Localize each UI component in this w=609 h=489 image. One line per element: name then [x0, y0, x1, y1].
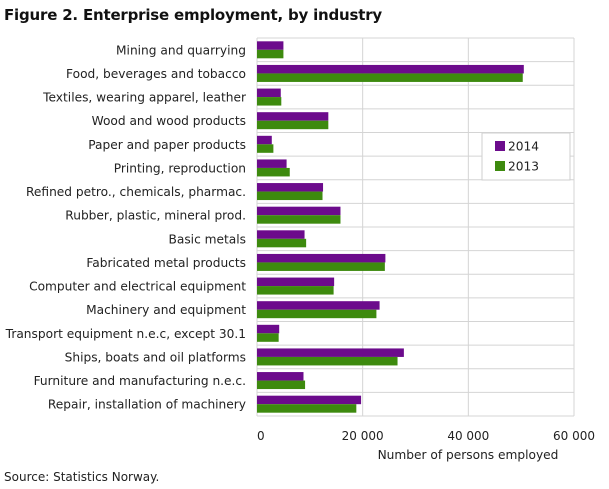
bar-2014 — [257, 372, 304, 381]
category-label: Machinery and equipment — [86, 303, 246, 317]
category-label: Furniture and manufacturing n.e.c. — [34, 374, 246, 388]
bar-2013 — [257, 167, 290, 177]
category-label: Paper and paper products — [88, 138, 246, 152]
legend-swatch — [495, 161, 505, 171]
bar-2013 — [257, 120, 329, 130]
bar-2013 — [257, 73, 523, 82]
x-axis: 0 20 000 40 000 60 000 Number of persons emp… — [257, 429, 595, 462]
grid-lines — [256, 37, 575, 417]
bar-2014 — [257, 183, 324, 192]
source-note: Source: Statistics Norway. — [4, 470, 160, 484]
legend-label: 2013 — [508, 160, 539, 174]
bar-2013 — [257, 191, 323, 201]
bar-2014 — [257, 395, 362, 405]
bar-2013 — [257, 262, 385, 271]
category-label: Computer and electrical equipment — [29, 280, 246, 294]
bar-2013 — [257, 380, 306, 390]
legend-label: 2014 — [508, 140, 539, 154]
legend-box — [481, 132, 571, 181]
category-label: Wood and wood products — [92, 114, 246, 128]
bar-2014 — [257, 348, 404, 357]
category-label: Fabricated metal products — [86, 256, 246, 270]
bar-2013 — [257, 333, 279, 342]
bar-2014 — [257, 135, 272, 145]
category-label: Repair, installation of machinery — [48, 398, 246, 412]
bar-2014 — [257, 277, 335, 287]
bar-2014 — [257, 206, 341, 216]
bar-2013 — [257, 404, 357, 413]
category-label: Ships, boats and oil platforms — [65, 350, 246, 364]
category-label: Rubber, plastic, mineral prod. — [65, 209, 246, 223]
x-tick-label: 40 000 — [447, 429, 489, 443]
bar-2013 — [257, 238, 307, 248]
bar-2013 — [257, 215, 341, 224]
x-tick-label: 20 000 — [342, 429, 384, 443]
category-label: Mining and quarrying — [116, 43, 246, 57]
category-label: Textiles, wearing apparel, leather — [42, 91, 247, 105]
bar-2013 — [257, 144, 274, 153]
x-tick-label: 60 000 — [553, 429, 595, 443]
bar-2014 — [257, 88, 281, 98]
bar-2014 — [257, 324, 280, 334]
bar-2013 — [257, 97, 282, 106]
bar-2013 — [257, 356, 398, 366]
legend-swatch — [495, 141, 505, 151]
bar-2013 — [257, 49, 284, 59]
bar-2014 — [257, 253, 386, 263]
bar-2014 — [257, 64, 524, 74]
category-labels: Mining and quarrying Food, beverages and … — [5, 43, 247, 411]
bar-2013 — [257, 309, 377, 319]
bar-2013 — [257, 286, 334, 295]
category-label: Printing, reproduction — [114, 161, 246, 175]
bar-2014 — [257, 230, 305, 239]
category-label: Refined petro., chemicals, pharmac. — [26, 185, 246, 199]
bar-2014 — [257, 112, 329, 121]
x-tick-label: 0 — [257, 429, 265, 443]
category-label: Basic metals — [169, 232, 247, 246]
bars — [257, 41, 524, 413]
bar-2014 — [257, 159, 287, 168]
bar-2014 — [257, 41, 284, 50]
category-label: Transport equipment n.e.c, except 30.1 — [5, 327, 246, 341]
x-axis-label: Number of persons employed — [378, 448, 559, 462]
bar-2014 — [257, 301, 380, 310]
category-label: Food, beverages and tobacco — [66, 67, 246, 81]
legend: 2014 2013 — [481, 132, 571, 181]
chart-title: Figure 2. Enterprise employment, by indu… — [4, 6, 383, 24]
